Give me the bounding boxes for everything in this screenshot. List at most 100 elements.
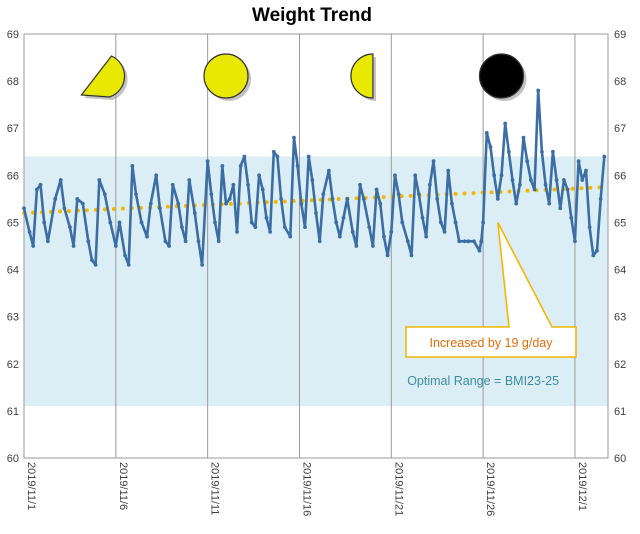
weight-data-point: [354, 244, 359, 248]
x-tick-label: 2019/11/21: [392, 462, 404, 516]
x-tick-label: 2019/12/1: [576, 462, 588, 511]
weight-data-point: [45, 239, 50, 244]
annotation-callout: [405, 222, 577, 358]
weight-data-point: [53, 196, 58, 201]
weight-data-point: [341, 215, 346, 220]
weight-data-point: [62, 206, 67, 211]
y-tick-label-left: 64: [7, 265, 19, 277]
weight-data-point: [539, 149, 544, 154]
weight-data-point: [528, 178, 533, 182]
weight-data-point: [216, 239, 221, 244]
weight-data-point: [431, 159, 436, 164]
weight-data-point: [306, 154, 311, 159]
x-tick-label: 2019/11/26: [484, 462, 496, 516]
weight-data-point: [317, 239, 322, 244]
weight-data-point: [126, 262, 131, 267]
weight-data-point: [427, 182, 432, 187]
weight-data-point: [517, 182, 522, 187]
weight-data-point: [321, 192, 326, 197]
weight-data-point: [209, 192, 214, 197]
weight-data-point: [163, 239, 168, 244]
moon-disc: [350, 53, 374, 99]
moon-disc: [203, 53, 249, 99]
weight-data-point: [86, 239, 91, 244]
weight-data-point: [205, 159, 210, 164]
weight-data-point: [449, 201, 454, 206]
weight-data-point: [192, 211, 197, 215]
weight-data-point: [130, 164, 135, 168]
weight-data-point: [80, 201, 85, 206]
optimal-range-label: Optimal Range = BMI23-25: [407, 374, 559, 388]
weight-data-point: [231, 182, 236, 187]
new-moon-moon-icon: [478, 53, 527, 101]
weight-data-point: [453, 220, 458, 225]
weight-data-point: [264, 215, 269, 220]
weight-data-point: [303, 225, 307, 230]
weight-data-point: [34, 187, 39, 192]
weight-data-point: [299, 201, 304, 206]
x-tick-label: 2019/11/1: [25, 462, 37, 510]
trend-line: [22, 185, 610, 216]
weight-data-point: [576, 159, 581, 164]
weight-data-point: [183, 239, 188, 244]
y-tick-label-left: 63: [7, 312, 19, 324]
weight-data-point: [492, 173, 497, 178]
weight-data-point: [58, 178, 63, 182]
weight-data-point: [176, 201, 181, 206]
weight-data-point: [525, 159, 530, 164]
weight-data-point: [330, 196, 335, 201]
y-tick-label-left: 67: [7, 123, 19, 135]
weight-data-point: [68, 225, 72, 230]
weight-data-point: [562, 178, 566, 182]
weight-data-point: [416, 192, 421, 197]
weight-data-point: [238, 164, 243, 168]
weight-data-point: [196, 239, 201, 244]
weight-data-point: [602, 154, 607, 159]
weight-data-point: [378, 201, 383, 206]
weight-data-point: [167, 244, 171, 248]
weight-data-point: [157, 206, 162, 211]
weight-data-point: [409, 253, 414, 258]
weight-data-point: [532, 187, 537, 192]
y-tick-label-right: 65: [614, 217, 626, 229]
weight-data-point: [547, 201, 552, 206]
weight-data-point: [310, 178, 315, 182]
weight-data-point: [595, 248, 599, 253]
weight-data-point: [27, 229, 32, 234]
weight-data-point: [424, 234, 429, 239]
weight-data-point: [481, 220, 486, 225]
weight-data-point: [275, 154, 280, 159]
weight-data-point: [246, 182, 250, 187]
weight-data-point: [514, 201, 519, 206]
weight-data-point: [374, 187, 379, 192]
weight-data-point: [139, 220, 144, 225]
weight-data-point: [565, 187, 570, 192]
weight-data-point: [591, 253, 596, 258]
weight-data-point: [134, 192, 138, 197]
weight-data-point: [31, 244, 36, 248]
weight-data-point: [382, 234, 386, 239]
weight-data-point: [385, 253, 390, 258]
y-tick-label-right: 62: [614, 359, 626, 371]
weight-data-point: [396, 192, 401, 197]
annotation-text: Increased by 19 g/day: [430, 336, 554, 350]
weight-data-point: [93, 262, 98, 267]
y-tick-label-left: 66: [7, 170, 19, 182]
weight-data-point: [242, 154, 247, 159]
weight-data-point: [75, 196, 80, 201]
y-tick-label-left: 68: [7, 76, 19, 88]
weight-data-point: [90, 258, 94, 263]
weight-data-point: [371, 244, 375, 248]
weight-data-point: [292, 135, 296, 140]
weight-data-point: [282, 225, 287, 230]
weight-data-point: [536, 88, 541, 93]
weight-data-point: [350, 229, 355, 234]
weight-data-point: [462, 239, 467, 244]
x-tick-label: 2019/11/6: [117, 462, 129, 510]
weight-data-point: [38, 182, 43, 187]
weight-data-point: [499, 173, 504, 178]
plot-border: [23, 33, 609, 459]
weight-data-point: [457, 239, 462, 244]
weight-data-point: [393, 173, 397, 178]
